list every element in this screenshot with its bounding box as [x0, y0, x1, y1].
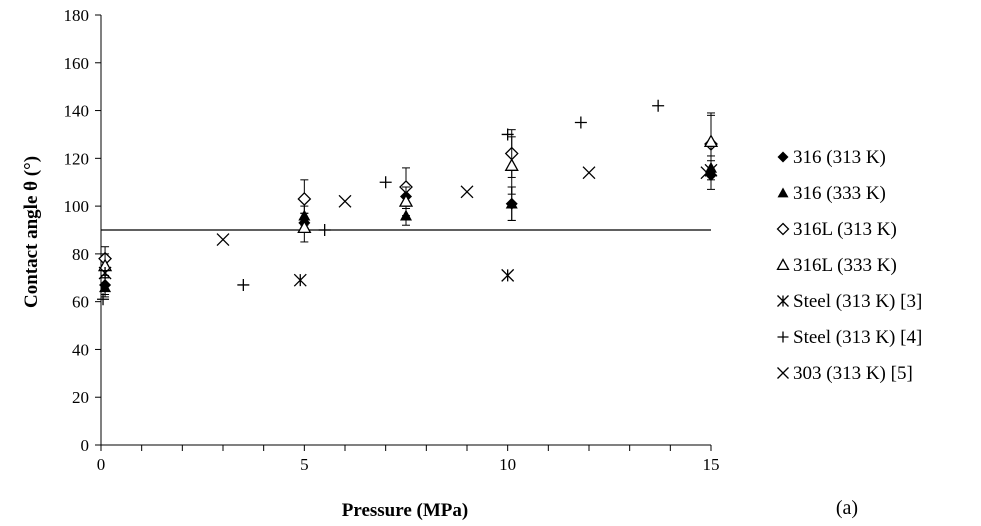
legend-label: 316 (313 K) [793, 147, 886, 168]
data-point [652, 99, 665, 112]
y-tick-label: 140 [64, 102, 90, 121]
data-point [460, 185, 474, 199]
data-point [582, 166, 596, 180]
legend: 316 (313 K) 316 (333 K) 316L (313 K) 316L (… [776, 147, 922, 384]
legend-label: Steel (313 K) [3] [793, 291, 922, 312]
data-point [704, 163, 718, 177]
data-point [703, 134, 719, 148]
data-point [338, 194, 352, 208]
data-point [237, 278, 250, 291]
legend-label: 316L (333 K) [793, 255, 897, 276]
legend-label: 303 (313 K) [5] [793, 363, 913, 384]
legend-label: Steel (313 K) [4] [793, 327, 922, 348]
series-1 [99, 160, 717, 295]
plot-axes: 0 20 40 60 80 100 120 140 160 180 0 5 10 15 [64, 6, 720, 474]
data-point [501, 268, 515, 282]
legend-marker [776, 222, 790, 236]
data-point [501, 128, 514, 141]
legend-marker [776, 258, 790, 271]
x-tick-label: 5 [300, 455, 309, 474]
panel-label: (a) [836, 497, 858, 519]
data-point [398, 193, 414, 207]
data-point [700, 166, 714, 180]
x-tick-label: 10 [499, 455, 516, 474]
legend-label: 316L (313 K) [793, 219, 897, 240]
data-point [297, 192, 312, 206]
y-tick-label: 160 [64, 54, 90, 73]
legend-marker [777, 151, 789, 163]
legend-marker [777, 367, 789, 379]
data-point [574, 116, 587, 129]
data-point [504, 158, 519, 171]
y-tick-label: 0 [81, 436, 90, 455]
data-point [98, 266, 112, 280]
legend-marker [777, 187, 789, 198]
x-tick-label: 15 [703, 455, 720, 474]
y-tick-label: 40 [72, 340, 89, 359]
data-point [318, 224, 331, 236]
plot-marks [97, 99, 719, 306]
y-tick-label: 180 [64, 6, 90, 25]
legend-marker [777, 331, 789, 343]
series-5 [98, 163, 718, 287]
data-point [293, 273, 307, 287]
data-point [99, 281, 112, 293]
series-6 [97, 99, 665, 306]
x-tick-label: 0 [97, 455, 106, 474]
data-point [379, 176, 392, 189]
data-point [216, 233, 230, 247]
data-point [97, 293, 110, 306]
y-tick-label: 120 [64, 149, 90, 168]
legend-marker [777, 295, 789, 307]
series-7 [216, 166, 714, 247]
y-axis-title: Contact angle θ (°) [21, 156, 42, 308]
y-tick-label: 60 [72, 293, 89, 312]
x-axis-title: Pressure (MPa) [342, 500, 468, 521]
y-tick-label: 80 [72, 245, 89, 264]
data-point [297, 220, 312, 234]
series-2 [99, 155, 717, 298]
data-point [505, 197, 518, 209]
legend-label: 316 (333 K) [793, 183, 886, 204]
y-tick-label: 100 [64, 197, 90, 216]
y-tick-label: 20 [72, 388, 89, 407]
